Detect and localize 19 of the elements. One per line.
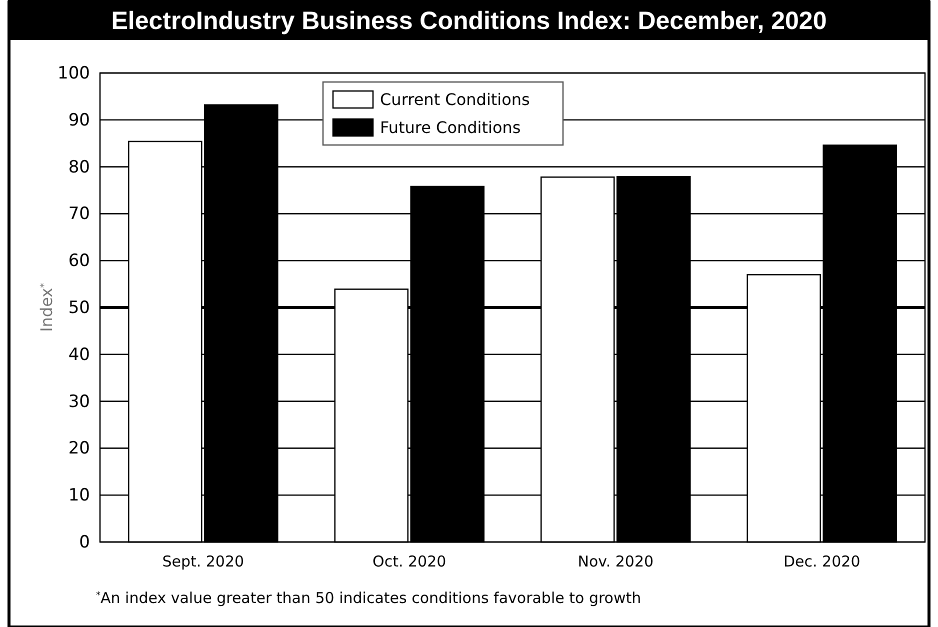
y-tick-label: 90 [68,110,90,130]
y-tick-label: 30 [68,392,90,412]
x-tick-label: Oct. 2020 [372,552,446,571]
legend-label: Future Conditions [380,118,521,137]
chart-title: ElectroIndustry Business Conditions Index: December, 2020 [111,7,827,35]
text: $^{*}$An index value greater than 50 indicates conditions favorable to growth [96,589,642,607]
y-tick-label: 10 [68,486,90,506]
y-tick-label: 0 [79,532,90,552]
y-tick-label: 20 [68,438,90,459]
y-tick-label: 50 [68,298,90,318]
y-tick-label: 60 [68,251,90,272]
y-tick-label: 70 [68,204,90,224]
legend-label: Current Conditions [380,90,530,109]
x-tick-label: Dec. 2020 [784,552,860,571]
y-tick-label: 80 [68,157,90,178]
x-tick-label: Sept. 2020 [162,552,244,571]
y-tick-label: 40 [68,344,90,365]
y-tick-label: 100 [58,63,90,84]
x-tick-label: Nov. 2020 [578,552,654,571]
